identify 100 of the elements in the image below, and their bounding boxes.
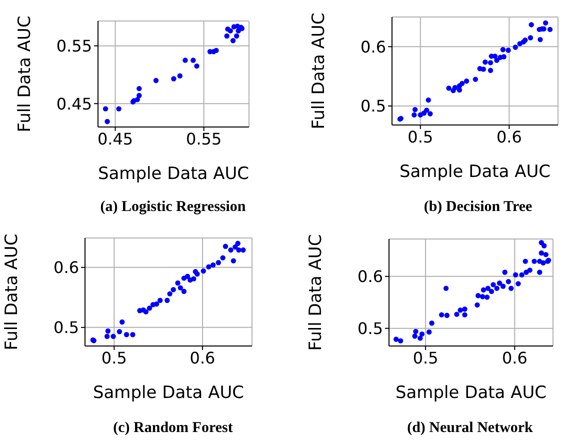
x-axis-title: Sample Data AUC xyxy=(92,383,244,403)
point xyxy=(528,22,534,28)
point xyxy=(412,112,417,118)
point xyxy=(177,73,183,78)
point xyxy=(418,336,423,341)
point xyxy=(527,268,532,273)
point xyxy=(234,33,240,39)
point xyxy=(547,26,553,32)
point xyxy=(170,287,176,292)
point xyxy=(522,258,528,264)
point xyxy=(224,33,230,39)
y-axis-title: Full Data AUC xyxy=(2,234,22,350)
point xyxy=(110,334,116,339)
point xyxy=(508,286,514,291)
point xyxy=(428,111,433,116)
point xyxy=(181,288,187,294)
point xyxy=(524,270,529,275)
point xyxy=(143,309,149,314)
point xyxy=(474,302,480,308)
point xyxy=(120,319,125,325)
point xyxy=(190,58,196,63)
text: (c) Random Forest xyxy=(112,420,234,437)
text: (a) Logistic Regression xyxy=(99,199,247,216)
point xyxy=(230,38,236,44)
point xyxy=(516,281,521,286)
x-tick-label: 0.55 xyxy=(186,129,222,148)
point xyxy=(426,329,432,335)
point xyxy=(146,306,152,311)
point xyxy=(488,288,494,294)
point xyxy=(228,247,234,253)
point xyxy=(482,60,488,65)
point xyxy=(214,48,219,54)
x-tick-label: 0.6 xyxy=(190,348,216,368)
point xyxy=(134,96,140,102)
point xyxy=(484,294,490,300)
point xyxy=(512,272,518,278)
point xyxy=(175,280,180,286)
x-tick-label: 0.5 xyxy=(408,127,434,146)
point xyxy=(178,285,184,290)
y-tick-label: 0.55 xyxy=(56,36,92,56)
text: (b) Decision Tree xyxy=(422,199,534,216)
y-tick-label: 0.6 xyxy=(360,37,386,56)
point xyxy=(182,58,188,63)
x-tick-label: 0.6 xyxy=(496,127,522,146)
point xyxy=(480,66,486,72)
point xyxy=(541,243,547,248)
point xyxy=(458,308,463,313)
point xyxy=(158,298,163,303)
point xyxy=(171,76,176,82)
point xyxy=(452,85,458,90)
point xyxy=(228,28,233,34)
point xyxy=(194,271,200,277)
point xyxy=(222,244,228,249)
y-tick-label: 0.5 xyxy=(360,96,386,116)
point xyxy=(220,255,226,260)
point xyxy=(412,334,418,339)
point xyxy=(136,86,142,92)
point xyxy=(206,264,212,270)
y-tick-label: 0.6 xyxy=(54,258,79,278)
point xyxy=(104,334,110,339)
point xyxy=(480,294,486,300)
point xyxy=(512,44,518,50)
point xyxy=(230,258,236,264)
point xyxy=(116,329,122,334)
point xyxy=(519,272,524,278)
point xyxy=(446,86,452,91)
point xyxy=(506,48,511,53)
point xyxy=(105,328,111,334)
y-tick-label: 0.5 xyxy=(358,319,383,338)
point xyxy=(398,338,404,344)
point xyxy=(116,106,122,112)
point xyxy=(537,270,542,275)
point xyxy=(413,328,418,334)
point xyxy=(438,312,444,318)
point xyxy=(124,332,130,338)
point xyxy=(200,268,206,274)
point xyxy=(540,260,546,266)
point xyxy=(490,282,496,288)
point xyxy=(488,68,494,74)
point xyxy=(153,78,159,84)
point xyxy=(500,47,506,52)
point xyxy=(488,60,494,66)
point xyxy=(419,331,425,337)
point xyxy=(184,274,190,279)
y-tick-label: 0.6 xyxy=(358,267,383,286)
point xyxy=(472,76,478,82)
point xyxy=(494,286,500,291)
point xyxy=(240,247,246,253)
point xyxy=(444,312,450,318)
point xyxy=(496,280,502,286)
y-tick-label: 0.45 xyxy=(56,94,92,114)
point xyxy=(464,78,470,84)
point xyxy=(102,106,108,112)
point xyxy=(480,287,486,293)
point xyxy=(424,108,430,113)
point xyxy=(500,284,506,289)
point xyxy=(443,286,449,291)
point xyxy=(429,320,434,326)
point xyxy=(210,262,216,268)
point xyxy=(412,106,418,112)
